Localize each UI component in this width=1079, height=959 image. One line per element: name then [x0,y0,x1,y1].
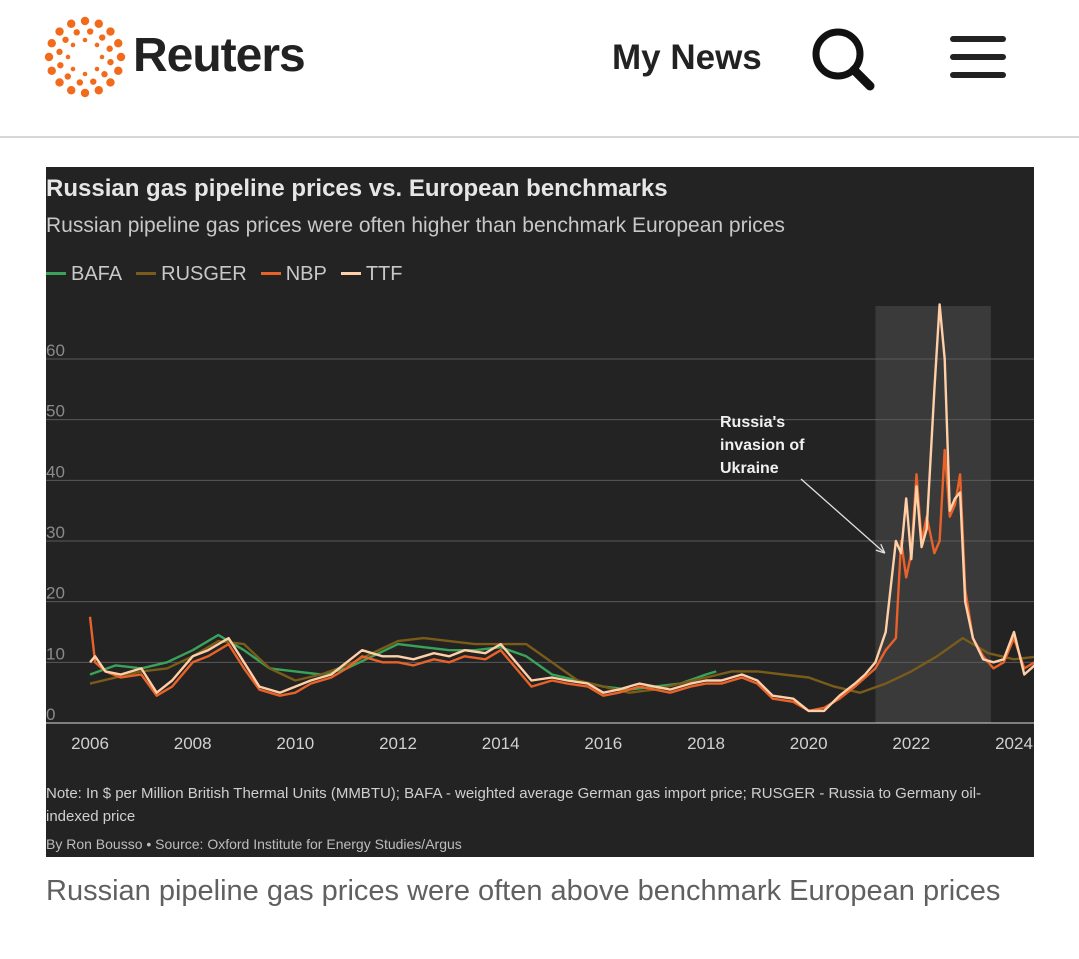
reuters-logo-icon[interactable] [44,16,126,98]
legend-label: NBP [285,263,327,285]
x-tick-label: 2012 [379,734,417,753]
legend-label: BAFA [71,263,123,285]
annotation-arrowhead [875,543,886,554]
logo-dot [99,54,105,60]
x-tick-label: 2016 [584,734,622,753]
logo-dot [94,66,100,72]
series-line-rusger [89,636,1034,694]
annotation-arrow [800,478,886,554]
chart-byline: By Ron Bousso • Source: Oxford Institute… [46,836,462,852]
legend-item-nbp: NBP [260,263,327,286]
logo-dot [90,78,97,85]
logo-dot [107,58,114,66]
logo-dot [106,78,115,87]
logo-dot [94,42,100,48]
logo-dot [47,66,56,75]
chart-legend: BAFA RUSGER NBP TTF [46,263,417,287]
annotation-text: invasion of [720,437,805,454]
my-news-link[interactable]: My News [612,38,762,77]
y-tick-label: 60 [46,341,65,360]
y-tick-label: 20 [46,584,65,603]
site-header: Reuters My News [0,0,1079,138]
logo-dot [67,86,76,95]
logo-dot [67,19,76,28]
chart-plot: 0 10 20 30 40 50 60 2006 2008 2010 2012 2014 2016 201… [46,303,1034,753]
y-tick-label: 50 [46,402,65,421]
chart-subtitle: Russian pipeline gas prices were often h… [46,214,785,237]
highlight-band [875,306,991,723]
logo-dot [57,62,64,69]
y-tick-label: 40 [46,462,65,481]
logo-dot [65,54,71,60]
x-tick-label: 2020 [790,734,828,753]
logo-dot [80,88,90,98]
hamburger-menu-icon[interactable] [950,36,1006,78]
x-tick-label: 2018 [687,734,725,753]
legend-item-rusger: RUSGER [136,263,247,286]
logo-dot [82,71,88,77]
x-tick-label: 2024 [995,734,1033,753]
logo-dot [106,45,113,52]
logo-dot [94,86,103,95]
logo-dot [94,19,103,28]
y-tick-label: 10 [46,644,65,663]
legend-item-ttf: TTF [340,263,403,286]
x-tick-label: 2010 [276,734,314,753]
chart-graphic: 0 10 20 30 40 50 60 2006 2008 2010 2012 2014 2016 201… [46,167,1034,857]
logo-dot [70,66,76,72]
legend-swatch [340,271,361,275]
chart-title: Russian gas pipeline prices vs. European… [46,175,668,202]
annotation-text: Ukraine [720,460,779,477]
logo-dot [62,36,69,43]
legend-label: RUSGER [161,263,247,285]
search-icon[interactable] [810,26,876,92]
logo-dot [80,16,90,26]
series-line-nbp [88,448,1034,713]
y-tick-label: 0 [46,705,55,724]
logo-dot [86,28,94,35]
legend-swatch [46,271,66,275]
legend-item-bafa: BAFA [46,263,122,286]
x-tick-label: 2006 [71,734,109,753]
logo-dot [55,27,64,36]
series-line-ttf [89,303,1034,713]
legend-swatch [136,271,157,275]
annotation-text: Russia's [720,414,785,431]
logo-dot [101,71,108,78]
logo-dot [82,37,88,43]
series-line-bafa [89,633,717,691]
chart-note: Note: In $ per Million British Thermal U… [46,785,982,825]
logo-dot [76,79,84,86]
legend-label: TTF [365,263,403,285]
logo-dot [44,52,54,62]
logo-dot [55,78,64,87]
logo-dot [114,66,123,75]
x-tick-label: 2014 [482,734,520,753]
logo-dot [106,27,115,36]
logo-dot [47,39,56,48]
logo-dot [70,42,76,48]
image-caption: Russian pipeline gas prices were often a… [46,875,1001,907]
logo-dot [56,48,63,56]
logo-dot [73,29,80,36]
x-tick-label: 2022 [892,734,930,753]
logo-dot [99,34,106,41]
logo-dot [114,39,123,48]
x-tick-label: 2008 [174,734,212,753]
brand-name[interactable]: Reuters [133,29,306,82]
y-tick-label: 30 [46,523,65,542]
logo-dot [116,52,126,62]
logo-dot [64,73,71,80]
legend-swatch [260,271,281,275]
